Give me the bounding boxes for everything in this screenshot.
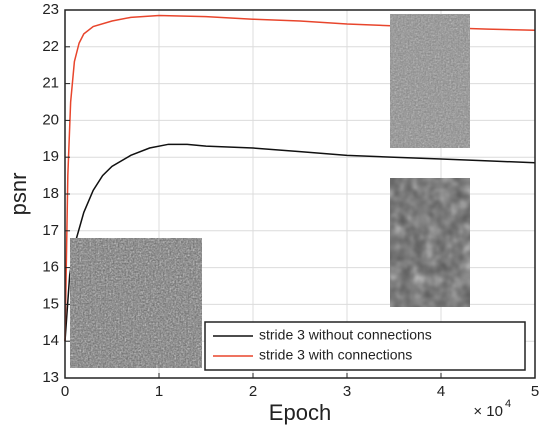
y-axis-label: psnr	[6, 173, 31, 216]
series-line	[64, 143, 536, 342]
y-tick-label: 18	[42, 185, 59, 202]
x-tick-label: 3	[343, 383, 351, 400]
y-tick-label: 19	[42, 148, 59, 165]
x-tick-label: 1	[155, 383, 163, 400]
y-tick-label: 14	[42, 332, 59, 349]
x-scale-exponent: 4	[505, 398, 511, 410]
y-tick-label: 22	[42, 38, 59, 55]
inset-image-texture	[70, 238, 202, 368]
x-tick-label: 5	[531, 383, 539, 400]
y-tick-label: 23	[42, 1, 59, 18]
y-tick-label: 21	[42, 75, 59, 92]
x-tick-label: 2	[249, 383, 257, 400]
legend-label: stride 3 with connections	[259, 347, 412, 363]
inset-image-texture	[390, 178, 470, 307]
y-tick-label: 17	[42, 222, 59, 239]
x-scale-label: × 10	[473, 403, 503, 420]
y-tick-label: 15	[42, 295, 59, 312]
legend-label: stride 3 without connections	[259, 327, 432, 343]
y-tick-label: 20	[42, 111, 59, 128]
x-tick-label: 4	[437, 383, 445, 400]
legend-box	[204, 321, 526, 371]
inset-image-texture	[390, 14, 470, 148]
y-tick-label: 13	[42, 369, 59, 386]
x-tick-label: 0	[61, 383, 69, 400]
y-tick-label: 16	[42, 259, 59, 276]
x-axis-label: Epoch	[269, 400, 331, 425]
